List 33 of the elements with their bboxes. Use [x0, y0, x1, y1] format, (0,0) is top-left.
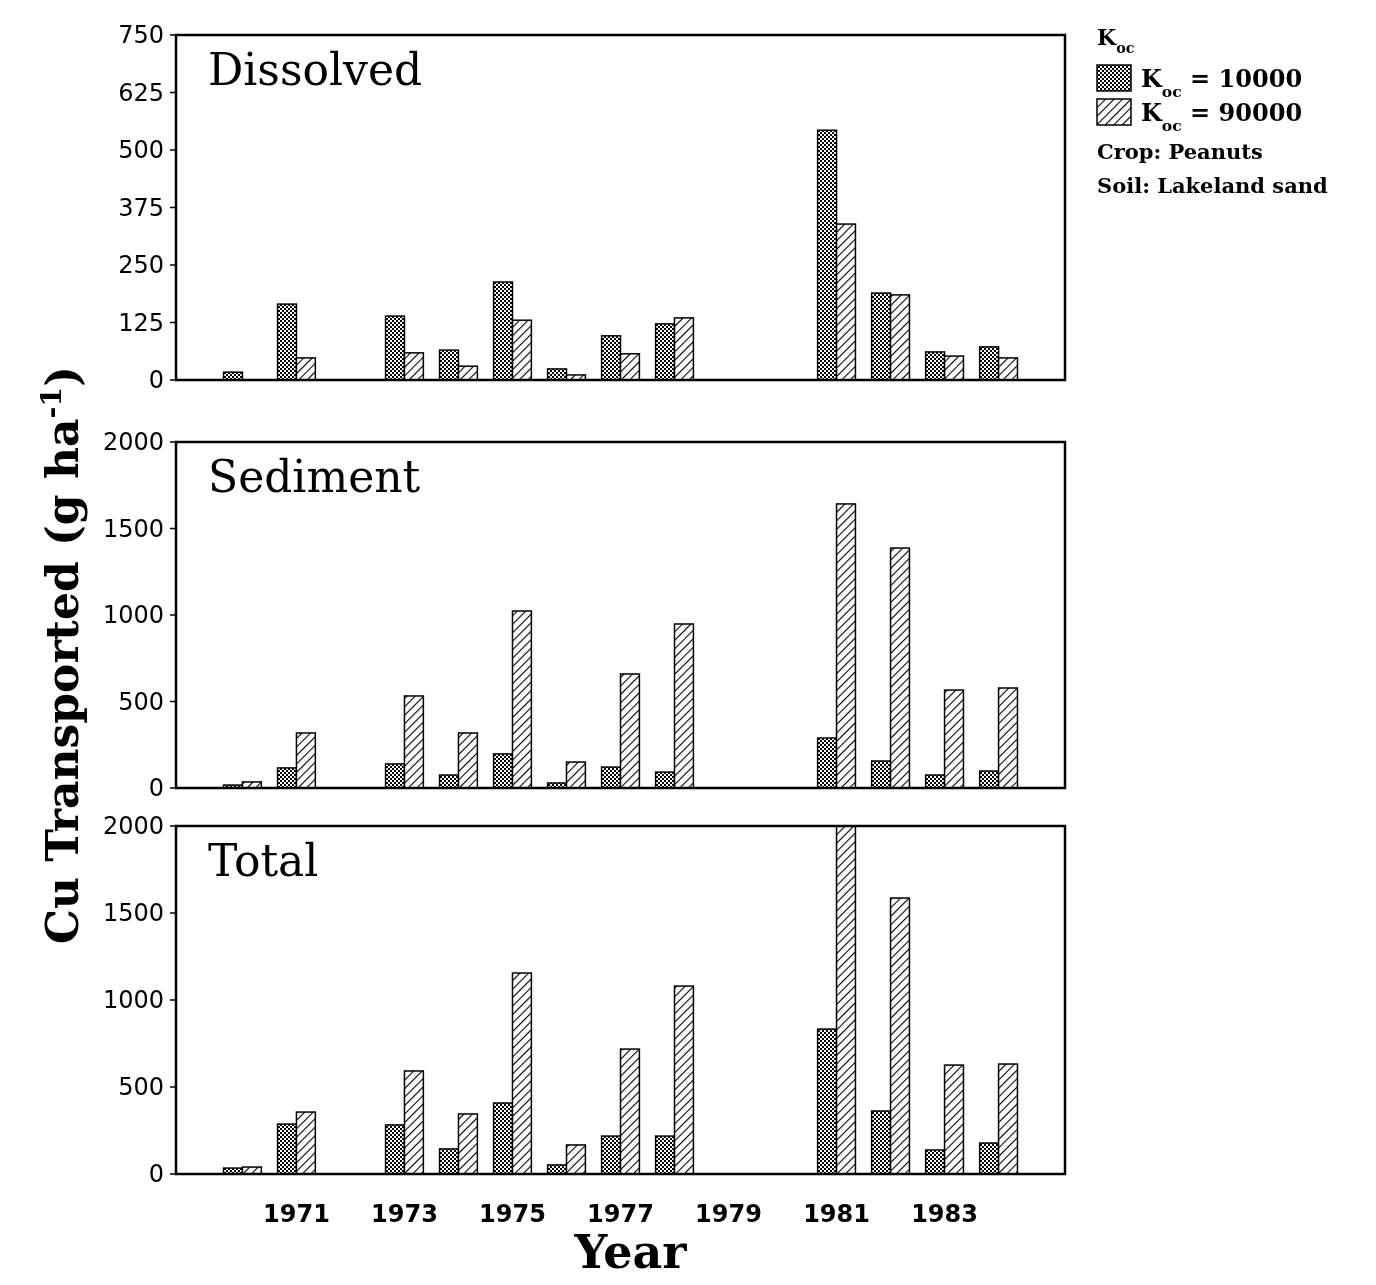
y-tick-label: 1000 [102, 986, 164, 1015]
y-tick-label: 2000 [102, 812, 164, 841]
x-tick-label: 1975 [479, 1200, 546, 1228]
text: Soil: Lakeland sand [1097, 173, 1329, 198]
y-tick-label: 0 [148, 1160, 164, 1189]
y-tick-label: 750 [118, 21, 164, 50]
x-tick-label: 1977 [587, 1200, 654, 1228]
y-tick-label: 500 [118, 136, 164, 165]
y-tick-label: 500 [118, 687, 164, 716]
y-tick-label: 1500 [102, 899, 164, 928]
legend-title: K$_{oc}$ [1097, 24, 1135, 56]
text: Crop: Peanuts [1097, 139, 1263, 164]
y-tick-label: 250 [118, 251, 164, 280]
x-tick-label: 1979 [695, 1200, 762, 1228]
y-tick-label: 375 [118, 193, 164, 222]
x-tick-label: 1981 [803, 1200, 870, 1228]
y-tick-label: 2000 [102, 428, 164, 457]
x-tick-label: 1983 [911, 1200, 978, 1228]
y-tick-label: 0 [148, 366, 164, 395]
legend-label: K$_{oc}$ = 10000 [1141, 64, 1303, 101]
x-tick-label: 1973 [371, 1200, 438, 1228]
y-tick-label: 0 [148, 774, 164, 803]
chart-title: Dissolved [208, 44, 423, 95]
y-tick-label: 125 [118, 308, 164, 337]
chart-title: Sediment [208, 451, 421, 502]
chart-title: Total [208, 835, 319, 886]
y-tick-label: 500 [118, 1073, 164, 1102]
y-tick-label: 625 [118, 78, 164, 107]
y-tick-label: 1500 [102, 514, 164, 543]
x-axis-title: Year [573, 1225, 688, 1279]
y-tick-label: 1000 [102, 601, 164, 630]
legend-label: K$_{oc}$ = 90000 [1141, 98, 1303, 135]
x-tick-label: 1971 [263, 1200, 330, 1228]
